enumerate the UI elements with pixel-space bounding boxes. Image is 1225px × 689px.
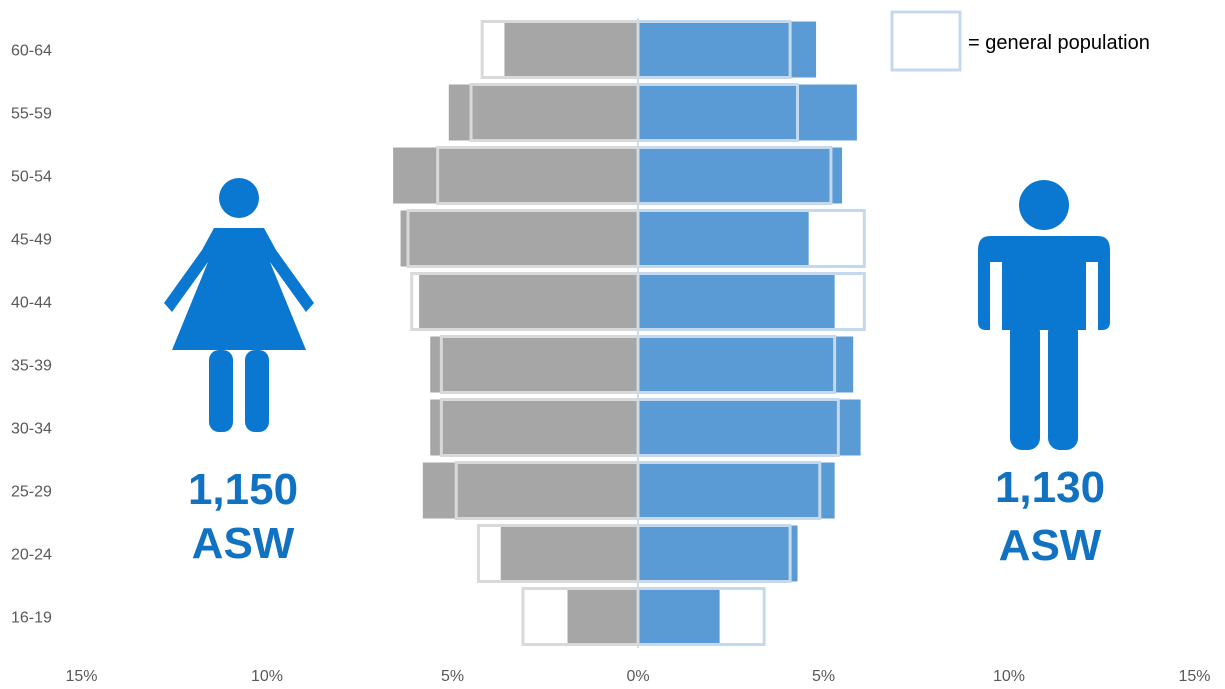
female-bar-55-59 — [448, 84, 638, 141]
age-label-50-54: 50-54 — [11, 169, 52, 186]
male-bar-45-49 — [638, 210, 809, 267]
age-label-25-29: 25-29 — [11, 484, 52, 501]
percent-axis-labels: 15% 10% 5% 0% 5% 10% 15% — [65, 668, 1210, 685]
female-bar-35-39 — [430, 336, 638, 393]
male-bar-60-64 — [638, 21, 817, 78]
age-label-16-19: 16-19 — [11, 610, 52, 627]
male-bar-25-29 — [638, 462, 835, 519]
x-tick-label: 0% — [626, 668, 649, 685]
male-bar-40-44 — [638, 273, 835, 330]
female-count-unit: ASW — [192, 519, 295, 568]
age-label-45-49: 45-49 — [11, 232, 52, 249]
male-bar-20-24 — [638, 525, 798, 582]
age-label-20-24: 20-24 — [11, 547, 52, 564]
age-label-40-44: 40-44 — [11, 295, 52, 312]
female-bar-25-29 — [422, 462, 638, 519]
female-bar-30-34 — [430, 399, 638, 456]
female-bar-45-49 — [400, 210, 638, 267]
male-bar-50-54 — [638, 147, 843, 204]
x-tick-label: 10% — [993, 668, 1025, 685]
female-bar-50-54 — [393, 147, 638, 204]
woman-icon — [164, 178, 314, 432]
legend: = general population — [890, 10, 1150, 72]
age-label-30-34: 30-34 — [11, 421, 52, 438]
age-group-labels: 16-19 20-24 25-29 30-34 35-39 40-44 45-49 50-54… — [11, 43, 52, 627]
female-count-value: 1,150 — [188, 465, 298, 514]
x-tick-label: 5% — [812, 668, 835, 685]
age-label-60-64: 60-64 — [11, 43, 52, 60]
male-bar-16-19 — [638, 588, 720, 645]
x-tick-label: 10% — [251, 668, 283, 685]
age-label-55-59: 55-59 — [11, 106, 52, 123]
legend-swatch — [890, 10, 962, 72]
male-bar-55-59 — [638, 84, 857, 141]
legend-label: = general population — [968, 32, 1150, 54]
x-tick-label: 5% — [441, 668, 464, 685]
female-bar-60-64 — [504, 21, 638, 78]
x-tick-label: 15% — [1178, 668, 1210, 685]
male-bar-30-34 — [638, 399, 861, 456]
x-tick-label: 15% — [65, 668, 97, 685]
male-count-value: 1,130 — [995, 463, 1105, 512]
female-bar-40-44 — [419, 273, 638, 330]
man-icon — [978, 180, 1110, 450]
female-bar-20-24 — [500, 525, 638, 582]
filled-bars — [393, 21, 861, 645]
age-label-35-39: 35-39 — [11, 358, 52, 375]
male-count-unit: ASW — [999, 521, 1102, 570]
female-bar-16-19 — [567, 588, 638, 645]
male-bar-35-39 — [638, 336, 854, 393]
